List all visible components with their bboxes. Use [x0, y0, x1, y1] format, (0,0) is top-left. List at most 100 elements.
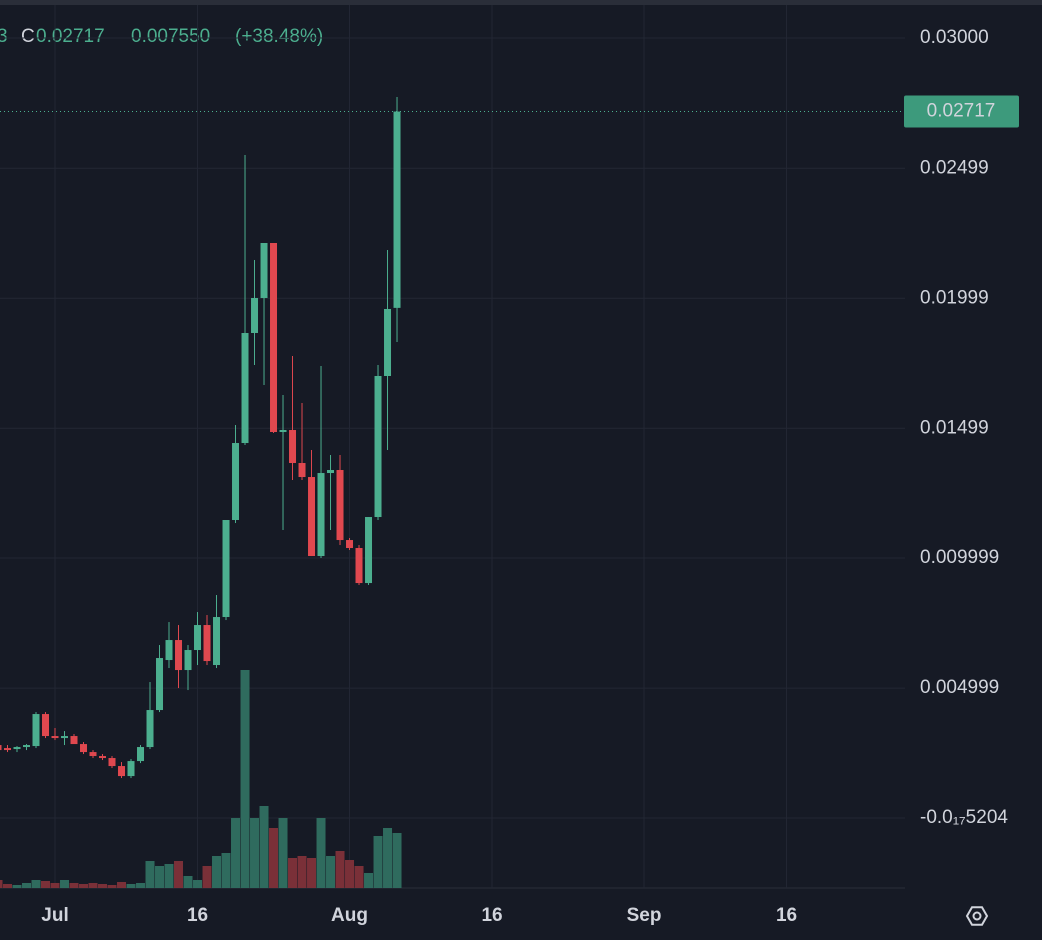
y-tick-label: 0.02499 [920, 157, 989, 178]
volume-bar [126, 884, 136, 888]
header-close: 0.02717 [36, 26, 105, 47]
candle-body [222, 520, 230, 618]
volume-bar [174, 861, 184, 888]
volume-bar [31, 880, 41, 888]
y-tick-label: 0.009999 [920, 547, 999, 568]
candle-body [374, 376, 382, 518]
volume-bar [60, 880, 70, 888]
candle-body [51, 736, 59, 739]
volume-bar [183, 876, 193, 888]
last-price-box [904, 95, 1019, 128]
volume-bar [364, 873, 374, 888]
x-tick-label: 16 [776, 905, 797, 926]
volume-bar [136, 883, 146, 888]
candle-body [175, 640, 183, 671]
volume-bar [269, 828, 279, 888]
volume-bar [278, 818, 288, 888]
candle-body [146, 710, 154, 748]
candle-body [213, 617, 221, 666]
volume-bar [326, 856, 336, 888]
y-tick-label: 0.01999 [920, 287, 989, 308]
volume-bar [250, 818, 260, 888]
volume-bar [22, 883, 32, 888]
x-tick-label: 16 [187, 905, 208, 926]
volume-bar [288, 858, 298, 888]
volume-bar [392, 833, 402, 888]
volume-bar [240, 670, 250, 888]
candle-layer [0, 96, 401, 779]
volume-bar [307, 858, 317, 888]
candle-body [384, 308, 392, 377]
candle-body [346, 540, 354, 549]
volume-bar [88, 883, 98, 888]
settings-dot [972, 911, 982, 921]
candle-body [80, 744, 88, 753]
header-change-percent: (+38.48%) [235, 26, 323, 47]
volume-bar [221, 853, 231, 888]
candle-body [251, 297, 259, 333]
volume-bar [259, 806, 269, 888]
candle-body [42, 714, 50, 737]
candle-body [99, 756, 107, 759]
candle-body [118, 766, 126, 777]
candle-body [308, 477, 316, 557]
volume-bar [69, 883, 79, 888]
candle-body [393, 111, 401, 308]
last-price-label: 0.02717 [927, 101, 996, 122]
candle-body [279, 430, 287, 433]
volume-bar [212, 856, 222, 888]
settings-hexagon [965, 906, 989, 926]
candle-body [108, 758, 116, 767]
volume-bar [383, 828, 393, 888]
candle-body [317, 473, 325, 557]
candle-body [127, 761, 135, 777]
volume-bar [335, 851, 345, 888]
candle-body [61, 736, 69, 739]
y-tick-label: 0.004999 [920, 677, 999, 698]
volume-bar [0, 880, 3, 888]
header-change: 0.007550 [131, 26, 210, 47]
volume-bar [107, 885, 117, 888]
volume-bar [164, 864, 174, 888]
candle-body [270, 242, 278, 433]
volume-bar [79, 884, 89, 888]
candle-body [260, 242, 268, 298]
candle-body [32, 714, 40, 747]
volume-bar [193, 880, 203, 888]
y-tick-label: 0.01499 [920, 417, 989, 438]
candle-body [4, 748, 12, 751]
top-bar [0, 0, 1042, 5]
candle-body [0, 745, 2, 751]
volume-bar [145, 861, 155, 888]
grid-layer [0, 5, 905, 888]
y-tick-label: 0.03000 [920, 27, 989, 48]
volume-bar [117, 882, 127, 888]
volume-layer [0, 670, 402, 888]
volume-bar [345, 860, 355, 888]
volume-bar [98, 884, 108, 888]
volume-bar [316, 818, 326, 888]
candle-body [165, 640, 173, 661]
candle-body [194, 625, 202, 651]
volume-bar [12, 885, 22, 888]
candle-body [336, 470, 344, 541]
candle-body [89, 752, 97, 757]
candle-body [355, 548, 363, 584]
settings-icon[interactable] [965, 906, 989, 926]
candle-body [23, 745, 31, 748]
volume-bar [202, 866, 212, 888]
candle-body [156, 658, 164, 711]
candle-body [203, 625, 211, 662]
candle-body [232, 443, 240, 521]
x-tick-label: Jul [41, 905, 68, 926]
volume-bar [297, 856, 307, 888]
volume-bar [41, 881, 51, 888]
candle-body [289, 430, 297, 464]
y-tick-label: -0.0₁₇5204 [920, 807, 1008, 828]
volume-bar [231, 818, 241, 888]
candle-body [137, 747, 145, 762]
candle-body [70, 736, 78, 745]
header-close-key: C [21, 26, 35, 47]
